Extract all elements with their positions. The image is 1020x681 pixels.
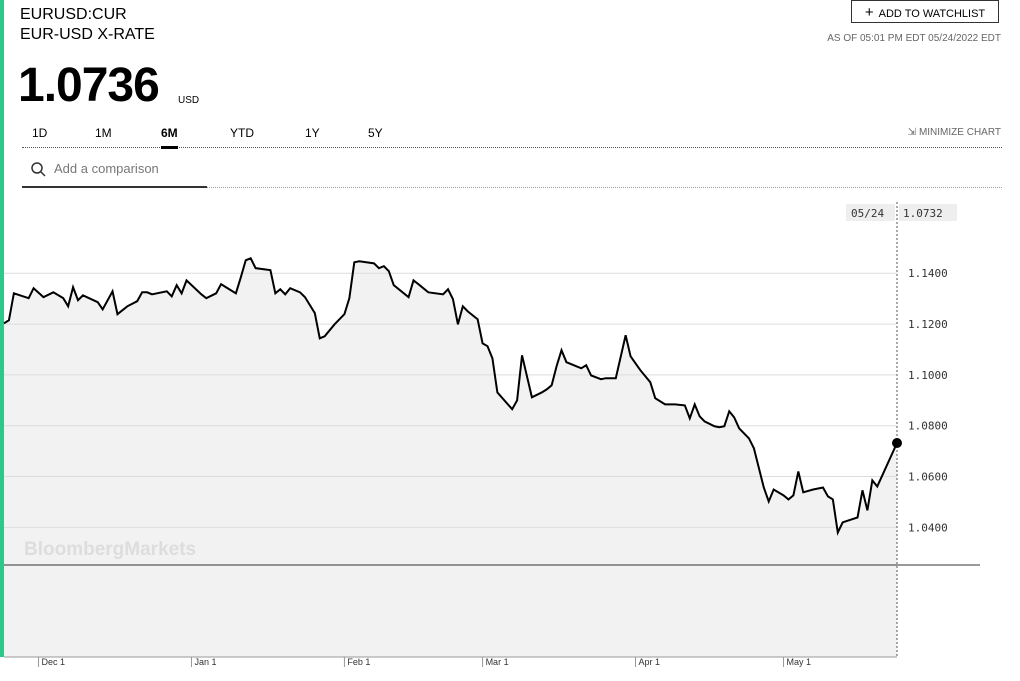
y-tick-label: 1.0800 [908,420,948,433]
range-tab[interactable]: YTD [230,126,254,140]
y-tick-label: 1.1400 [908,267,948,280]
range-tab[interactable]: 6M [161,126,178,149]
minimize-icon: ⇲ [907,127,919,138]
minimize-chart[interactable]: ⇲ MINIMIZE CHART [908,127,1001,138]
price: 1.0736 [18,59,160,112]
tab-bar: 1D 1M 6M YTD 1Y 5Y [22,120,1002,149]
x-tick-label: Jan 1 [194,657,216,667]
x-tick-label: May 1 [787,657,812,667]
currency: USD [178,95,200,106]
search-placeholder: Add a comparison [54,161,159,176]
watchlist-button[interactable]: + ADD TO WATCHLIST [851,0,999,23]
accent-bar [0,0,4,657]
search-underline [22,186,207,188]
range-tab[interactable]: 5Y [368,126,383,140]
area-fill [4,258,897,657]
y-tick-label: 1.1000 [908,369,948,382]
range-tab[interactable]: 1M [95,126,112,140]
security-name: EUR-USD X-RATE [20,26,155,43]
x-tick-label: Feb 1 [347,657,370,667]
y-tick-label: 1.0600 [908,471,948,484]
timestamp: AS OF 05:01 PM EDT 05/24/2022 EDT [827,33,1001,44]
y-tick-label: 1.0400 [908,521,948,534]
x-tick-label: Dec 1 [42,657,66,667]
x-tick-label: Apr 1 [639,657,661,667]
search-icon [31,162,46,177]
value-label-bg [899,204,957,221]
search-box[interactable] [22,148,1002,188]
range-tab[interactable]: 1D [32,126,48,140]
watermark: BloombergMarkets [24,539,196,560]
minimize-label: MINIMIZE CHART [918,127,1001,138]
plus-icon: + [864,4,874,21]
price-line [3,256,898,536]
watchlist-label: ADD TO WATCHLIST [878,8,986,20]
y-tick-label: 1.1200 [908,318,948,331]
range-tab[interactable]: 1Y [305,126,320,140]
crosshair-value: 1.0732 [903,207,943,220]
ticker: EURUSD:CUR [20,6,127,23]
date-label-bg [846,204,895,221]
x-tick-label: Mar 1 [486,657,509,667]
crosshair-date: 05/24 [851,207,884,220]
last-point [892,438,902,449]
